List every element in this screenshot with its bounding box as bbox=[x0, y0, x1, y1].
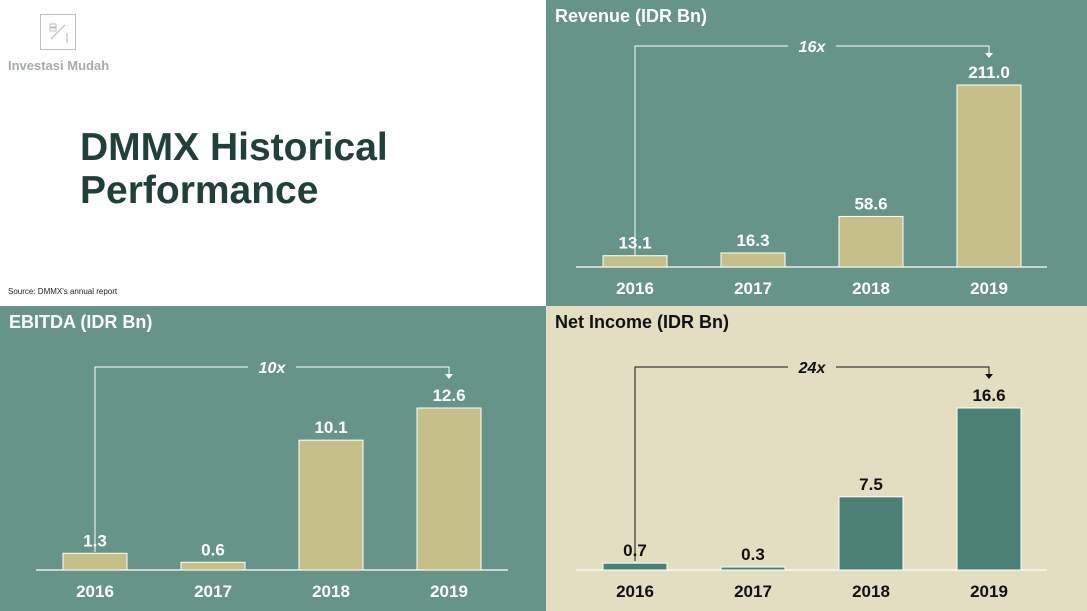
title-panel: Investasi Mudah DMMX Historical Performa… bbox=[0, 0, 546, 306]
revenue-data-label-2018: 58.6 bbox=[854, 194, 887, 213]
ebitda-chart-panel: 1.3 2016 0.6 2017 10.1 2018 12.6 2019 10x EBITDA… bbox=[0, 306, 546, 611]
net-income-data-label-2018: 7.5 bbox=[859, 475, 883, 494]
revenue-bar-2017 bbox=[720, 252, 786, 268]
ebitda-data-label-2019: 12.6 bbox=[432, 386, 465, 405]
revenue-bar-2019 bbox=[956, 84, 1022, 268]
revenue-data-label-2017: 16.3 bbox=[736, 231, 769, 250]
page-title-line2: Performance bbox=[80, 169, 319, 212]
net-income-bar-2018 bbox=[838, 496, 904, 571]
ebitda-data-label-2018: 10.1 bbox=[314, 418, 347, 437]
revenue-chart-title: Revenue (IDR Bn) bbox=[555, 6, 708, 26]
ebitda-bar-2017 bbox=[180, 561, 246, 571]
revenue-growth-bracket-left bbox=[634, 45, 788, 256]
ebitda-growth-arrowhead bbox=[445, 374, 453, 379]
source-note: Source: DMMX's annual report bbox=[8, 287, 118, 296]
ebitda-tick-label-2018: 2018 bbox=[312, 582, 350, 601]
revenue-tick-label-2017: 2017 bbox=[734, 279, 772, 298]
logo-icon bbox=[40, 14, 76, 50]
ebitda-chart-title: EBITDA (IDR Bn) bbox=[9, 312, 153, 332]
net-income-growth-arrowhead bbox=[985, 374, 993, 379]
ebitda-tick-label-2017: 2017 bbox=[194, 582, 232, 601]
revenue-growth-bracket-right bbox=[836, 45, 990, 56]
revenue-tick-label-2019: 2019 bbox=[970, 279, 1008, 298]
net-income-bar-2016 bbox=[602, 562, 668, 571]
revenue-growth-annotation: 16x bbox=[799, 39, 827, 56]
page-title: DMMX Historical Performance bbox=[80, 126, 388, 212]
ebitda-growth-bracket-right bbox=[296, 366, 450, 377]
revenue-bar-2016 bbox=[602, 255, 668, 268]
page-title-line1: DMMX Historical bbox=[80, 126, 388, 169]
net-income-growth-bracket-left bbox=[634, 366, 788, 561]
brand-name: Investasi Mudah bbox=[8, 58, 110, 73]
net-income-bar-2019 bbox=[956, 407, 1022, 571]
net-income-growth-annotation: 24x bbox=[798, 360, 827, 377]
net-income-tick-label-2016: 2016 bbox=[616, 582, 654, 601]
revenue-tick-label-2018: 2018 bbox=[852, 279, 890, 298]
ebitda-growth-annotation: 10x bbox=[259, 360, 287, 377]
ebitda-data-label-2017: 0.6 bbox=[201, 540, 225, 559]
revenue-bar-2018 bbox=[838, 215, 904, 268]
net-income-data-label-2017: 0.3 bbox=[741, 545, 765, 564]
ebitda-growth-bracket-left bbox=[94, 366, 248, 552]
ebitda-tick-label-2019: 2019 bbox=[430, 582, 468, 601]
ebitda-tick-label-2016: 2016 bbox=[76, 582, 114, 601]
revenue-data-label-2019: 211.0 bbox=[968, 63, 1010, 82]
net-income-tick-label-2019: 2019 bbox=[970, 582, 1008, 601]
net-income-tick-label-2018: 2018 bbox=[852, 582, 890, 601]
net-income-bar-2017 bbox=[720, 566, 786, 571]
net-income-chart-title: Net Income (IDR Bn) bbox=[555, 312, 730, 332]
revenue-growth-arrowhead bbox=[985, 53, 993, 58]
net-income-growth-bracket-right bbox=[836, 366, 990, 377]
revenue-chart-panel: 13.1 2016 16.3 2017 58.6 2018 211.0 2019 16x Rev… bbox=[546, 0, 1087, 306]
net-income-data-label-2019: 16.6 bbox=[972, 386, 1005, 405]
ebitda-bar-2018 bbox=[298, 439, 364, 571]
ebitda-bar-2016 bbox=[62, 552, 128, 571]
net-income-chart-panel: 0.7 2016 0.3 2017 7.5 2018 16.6 2019 24x Net Inc… bbox=[546, 306, 1087, 611]
net-income-tick-label-2017: 2017 bbox=[734, 582, 772, 601]
ebitda-bar-2019 bbox=[416, 407, 482, 571]
revenue-tick-label-2016: 2016 bbox=[616, 279, 654, 298]
